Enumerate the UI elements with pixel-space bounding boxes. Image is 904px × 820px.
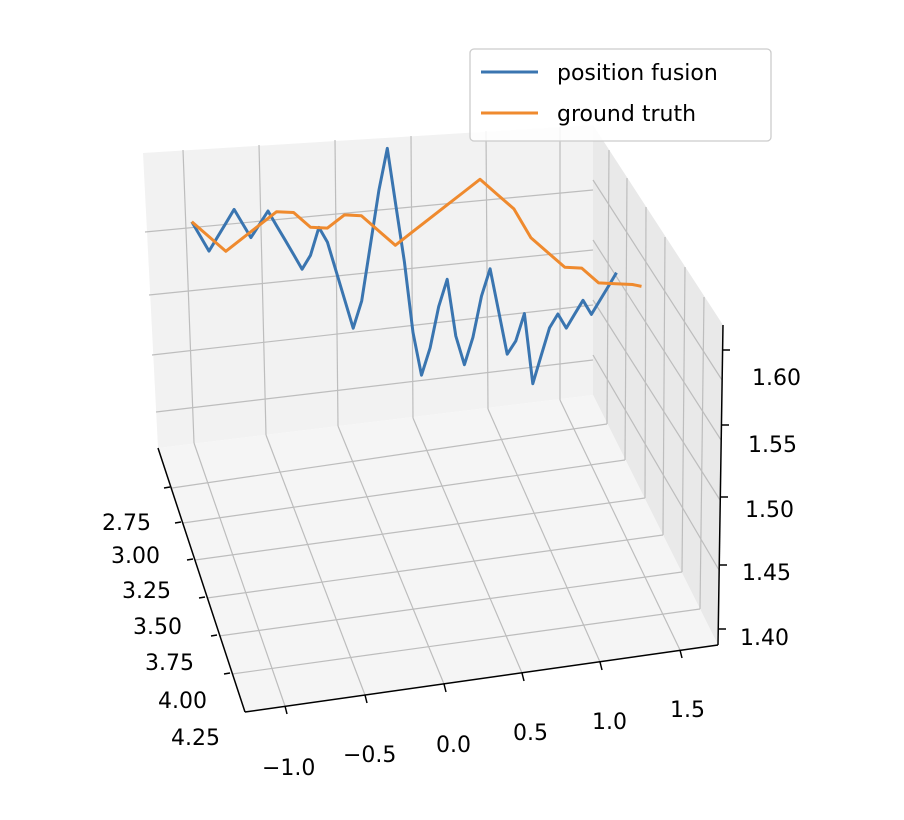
y-tick-label: −1.0: [262, 756, 315, 781]
x-tick-label: 3.25: [122, 579, 171, 604]
x-tick-label: 3.50: [133, 615, 182, 640]
z-tick-label: 1.55: [748, 433, 797, 458]
y-tick-label: 1.5: [670, 698, 705, 723]
z-tick-label: 1.40: [740, 626, 789, 651]
legend-label-ground-truth: ground truth: [557, 102, 696, 127]
grid-back-left-horizontal: [144, 189, 594, 413]
legend-box: [469, 48, 772, 142]
series-line-position-fusion: [190, 146, 618, 386]
z-tick-label: 1.60: [752, 366, 801, 391]
y-axis-ticks: [284, 649, 683, 715]
x-tick-label: 4.25: [171, 726, 220, 751]
y-tick-label: 1.0: [592, 710, 627, 735]
z-axis-line: [717, 324, 724, 646]
x-tick-labels: 2.75 3.00 3.25 3.50 3.75 4.00 4.25: [102, 511, 220, 751]
floor-pane: [158, 395, 718, 712]
y-tick-labels: −1.0 −0.5 0.0 0.5 1.0 1.5: [262, 698, 705, 781]
back-wall-left: [143, 125, 593, 448]
x-tick-label: 2.75: [102, 511, 151, 536]
y-tick-label: 0.5: [513, 721, 548, 746]
x-tick-label: 3.75: [145, 651, 194, 676]
z-tick-labels: 1.40 1.45 1.50 1.55 1.60: [740, 366, 801, 651]
x-axis-ticks: [163, 486, 231, 675]
z-tick-label: 1.45: [742, 561, 791, 586]
legend: position fusion ground truth: [469, 48, 772, 142]
x-axis-line: [157, 447, 246, 713]
y-axis-line: [244, 644, 719, 713]
z-tick-label: 1.50: [745, 498, 794, 523]
series-layer: [190, 146, 642, 386]
z-axis-ticks: [719, 349, 730, 630]
y-tick-label: 0.0: [436, 733, 471, 758]
y-tick-label: −0.5: [343, 743, 396, 768]
x-tick-label: 3.00: [111, 544, 160, 569]
back-wall-right: [593, 125, 723, 645]
x-tick-label: 4.00: [158, 689, 207, 714]
legend-label-position-fusion: position fusion: [557, 61, 718, 86]
series-line-ground-truth: [190, 177, 642, 288]
grid-floor: [171, 399, 701, 707]
grid-back-right-horizontal: [592, 179, 723, 571]
